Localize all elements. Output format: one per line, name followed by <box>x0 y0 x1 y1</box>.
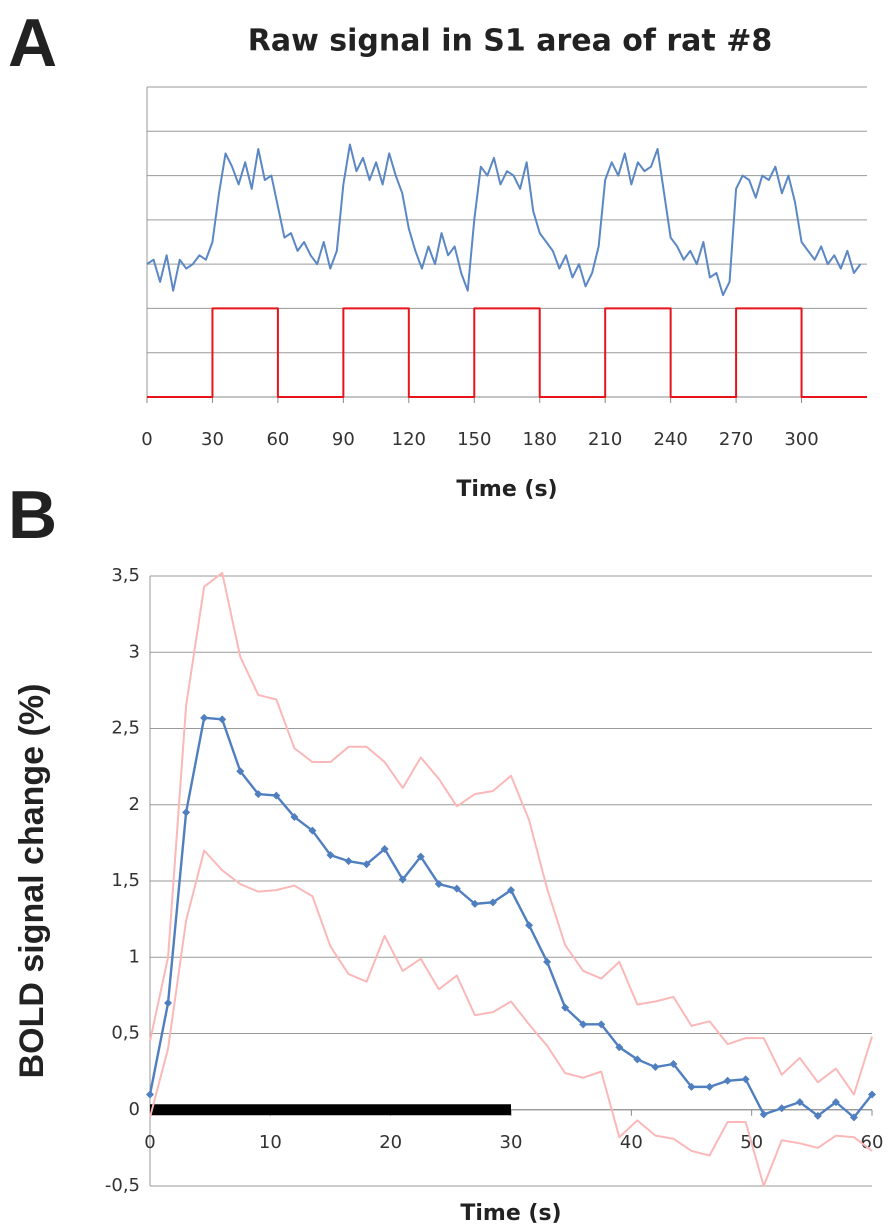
data-point <box>416 852 425 861</box>
data-point <box>326 851 335 860</box>
y-tick-label: 1 <box>129 946 140 967</box>
data-point <box>507 886 515 895</box>
y-tick-label: 2,5 <box>111 718 140 739</box>
data-line <box>147 307 867 398</box>
data-line <box>149 849 873 1187</box>
data-point <box>182 808 191 817</box>
y-tick-label: 3,5 <box>111 565 140 586</box>
y-tick-label: 3 <box>129 641 140 662</box>
data-point <box>633 1055 642 1064</box>
data-line <box>146 143 862 297</box>
y-tick-label: 0 <box>129 1099 140 1120</box>
data-point <box>597 1020 606 1029</box>
data-point <box>236 767 245 776</box>
data-point <box>380 844 389 853</box>
x-tick-label: 150 <box>457 429 491 450</box>
data-point <box>687 1082 696 1091</box>
data-point <box>849 1113 858 1122</box>
data-point <box>759 1110 768 1119</box>
data-point <box>813 1111 822 1120</box>
x-tick-label: 0 <box>141 429 152 450</box>
x-tick-label: 210 <box>588 429 622 450</box>
x-tick-label: 40 <box>620 1132 643 1153</box>
y-tick-label: 1,5 <box>111 870 140 891</box>
data-point <box>452 884 461 893</box>
data-point <box>146 1090 154 1099</box>
x-tick-label: 30 <box>201 429 224 450</box>
data-point <box>795 1098 804 1107</box>
x-tick-label: 0 <box>144 1132 155 1153</box>
data-point <box>777 1104 786 1113</box>
y-tick-label: -0,5 <box>105 1175 140 1196</box>
data-point <box>543 957 552 966</box>
data-point <box>615 1043 624 1052</box>
x-tick-label: 180 <box>523 429 557 450</box>
chart-title: Raw signal in S1 area of rat #8 <box>248 24 772 59</box>
panel-letter: B <box>8 477 57 553</box>
x-tick-label: 60 <box>861 1132 884 1153</box>
data-point <box>579 1020 588 1029</box>
data-point <box>561 1003 570 1012</box>
panel-letter: A <box>8 5 57 81</box>
data-point <box>434 880 443 889</box>
data-point <box>488 898 497 907</box>
data-point <box>868 1090 876 1099</box>
data-point <box>272 791 281 800</box>
y-tick-label: 2 <box>129 794 140 815</box>
data-point <box>705 1082 714 1091</box>
data-point <box>398 875 407 884</box>
x-axis-title: Time (s) <box>456 477 557 502</box>
data-point <box>651 1063 660 1072</box>
x-tick-label: 10 <box>259 1132 282 1153</box>
x-tick-label: 300 <box>784 429 818 450</box>
data-point <box>218 715 227 724</box>
data-point <box>254 790 263 799</box>
y-tick-label: 0,5 <box>111 1023 140 1044</box>
data-point <box>723 1076 732 1085</box>
data-point <box>344 857 353 866</box>
data-point <box>164 999 173 1007</box>
x-tick-label: 240 <box>653 429 687 450</box>
x-tick-label: 90 <box>332 429 355 450</box>
x-tick-label: 60 <box>266 429 289 450</box>
data-point <box>308 826 317 835</box>
data-point <box>470 899 479 908</box>
y-axis-title: BOLD signal change (%) <box>13 684 51 1079</box>
x-tick-label: 120 <box>392 429 426 450</box>
data-point <box>200 713 209 722</box>
data-line <box>149 571 873 1096</box>
data-point <box>669 1060 678 1068</box>
data-point <box>362 860 371 869</box>
data-point <box>831 1098 840 1107</box>
data-point <box>290 812 299 821</box>
x-tick-label: 270 <box>719 429 753 450</box>
data-point <box>525 921 534 930</box>
data-point <box>741 1075 750 1084</box>
x-tick-label: 30 <box>500 1132 523 1153</box>
x-axis-title: Time (s) <box>460 1201 561 1226</box>
x-tick-label: 20 <box>379 1132 402 1153</box>
